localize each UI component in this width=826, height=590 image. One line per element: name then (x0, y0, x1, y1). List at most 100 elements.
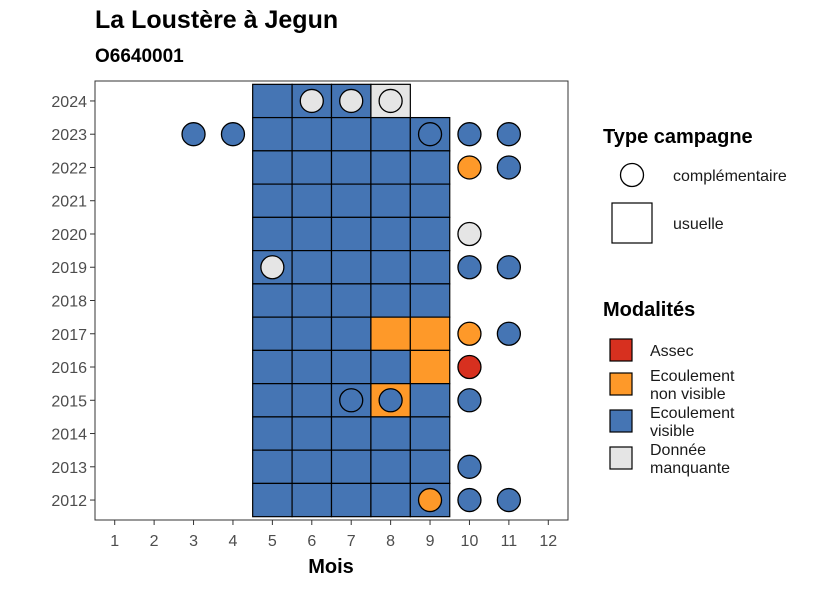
legend-swatch (609, 372, 633, 396)
cell-2017-6 (291, 316, 333, 351)
y-tick-label: 2019 (51, 260, 87, 277)
legend-circle-key (619, 162, 645, 188)
x-axis: 1 2 3 4 5 6 7 8 9 10 11 12 (110, 520, 557, 550)
point-2019-10 (457, 255, 482, 280)
legend-swatch (609, 446, 633, 470)
cell-2015-5 (252, 383, 293, 418)
cell-2021-5 (252, 183, 293, 218)
point-2016-10 (457, 354, 482, 380)
cell-2012-7 (330, 482, 372, 518)
cell-2018-9 (409, 283, 451, 318)
y-tick-label: 2021 (51, 194, 87, 211)
cell-2012-8 (370, 482, 411, 518)
x-tick-label: 10 (461, 533, 479, 550)
cell-2012-5 (252, 482, 293, 518)
x-tick-label: 2 (150, 533, 159, 550)
point-2013-10 (457, 454, 482, 479)
cell-2022-8 (370, 150, 411, 185)
y-tick-label: 2018 (51, 294, 87, 311)
point-2019-11 (496, 255, 522, 280)
cell-2020-6 (291, 216, 333, 252)
x-tick-label: 6 (307, 533, 316, 550)
cell-2017-5 (252, 316, 293, 351)
cell-2023-7 (330, 116, 372, 152)
cell-2021-7 (330, 183, 372, 218)
x-tick-label: 5 (268, 533, 277, 550)
cell-2018-8 (370, 283, 411, 318)
chart-subtitle: O6640001 (95, 46, 184, 67)
cell-2018-7 (330, 283, 372, 318)
legend-type-label: complémentaire (673, 168, 787, 185)
point-2015-10 (457, 388, 482, 413)
point-2022-11 (496, 155, 522, 180)
y-tick-label: 2015 (51, 393, 87, 410)
y-tick-label: 2012 (51, 493, 87, 510)
legend-modalite-label: Ecoulement (650, 405, 735, 422)
x-tick-label: 7 (347, 533, 356, 550)
y-tick-label: 2022 (51, 160, 87, 177)
cell-2017-8 (370, 316, 411, 351)
legend-type-title: Type campagne (603, 126, 753, 148)
legend-swatch (609, 409, 633, 433)
cell-2018-5 (252, 283, 293, 318)
y-tick-label: 2023 (51, 127, 87, 144)
cell-2016-9 (409, 349, 451, 385)
legend-type-campagne: Type campagne complémentaire usuelle (603, 126, 787, 244)
point-2023-10 (457, 122, 482, 147)
cell-2014-7 (330, 416, 372, 451)
cell-2020-9 (409, 216, 451, 252)
point-2012-9 (417, 487, 443, 513)
point-2017-10 (457, 321, 482, 346)
cell-2012-6 (291, 482, 333, 518)
cell-2020-5 (252, 216, 293, 252)
point-2023-4 (220, 122, 246, 147)
legend-type-label: usuelle (673, 216, 724, 233)
cell-2020-7 (330, 216, 372, 252)
point-2015-7 (339, 388, 364, 413)
point-2017-11 (496, 321, 522, 346)
cell-2022-5 (252, 150, 293, 185)
cell-2013-6 (291, 449, 333, 485)
cell-2015-9 (409, 383, 451, 418)
cell-2021-6 (291, 183, 333, 218)
cell-2017-7 (330, 316, 372, 351)
legend-modalite-label: Ecoulement (650, 368, 735, 385)
cell-2016-5 (252, 349, 293, 385)
point-2020-10 (457, 221, 482, 247)
cell-2013-5 (252, 449, 293, 485)
x-tick-label: 3 (189, 533, 198, 550)
point-2023-3 (181, 122, 206, 147)
point-2024-6 (299, 88, 324, 114)
y-tick-label: 2016 (51, 360, 87, 377)
point-2015-8 (378, 388, 403, 413)
legend-modalite-label: manquante (650, 460, 730, 477)
cell-2018-6 (291, 283, 333, 318)
cell-2014-5 (252, 416, 293, 451)
cell-2015-6 (291, 383, 333, 418)
point-2012-10 (457, 487, 482, 513)
cell-2016-8 (370, 349, 411, 385)
x-tick-label: 1 (110, 533, 119, 550)
chart-title: La Loustère à Jegun (95, 6, 339, 34)
cell-2022-9 (409, 150, 451, 185)
y-tick-label: 2024 (51, 94, 87, 111)
cell-2019-6 (291, 250, 333, 285)
x-tick-label: 8 (386, 533, 395, 550)
cell-2016-7 (330, 349, 372, 385)
complementaire-markers (181, 88, 522, 513)
cell-2021-8 (370, 183, 411, 218)
cell-2021-9 (409, 183, 451, 218)
cell-2014-9 (409, 416, 451, 451)
legend-modalite-label: Donnée (650, 442, 706, 459)
cell-2023-5 (252, 116, 293, 152)
cell-2024-5 (252, 83, 293, 119)
point-2024-8 (378, 88, 403, 114)
point-2022-10 (457, 155, 482, 180)
point-2012-11 (496, 487, 522, 513)
cell-2014-8 (370, 416, 411, 451)
legend-swatch (609, 338, 633, 362)
y-axis: 2012 2013 2014 2015 2016 2017 2018 2019 2020 2021… (51, 94, 95, 510)
cell-2019-9 (409, 250, 451, 285)
